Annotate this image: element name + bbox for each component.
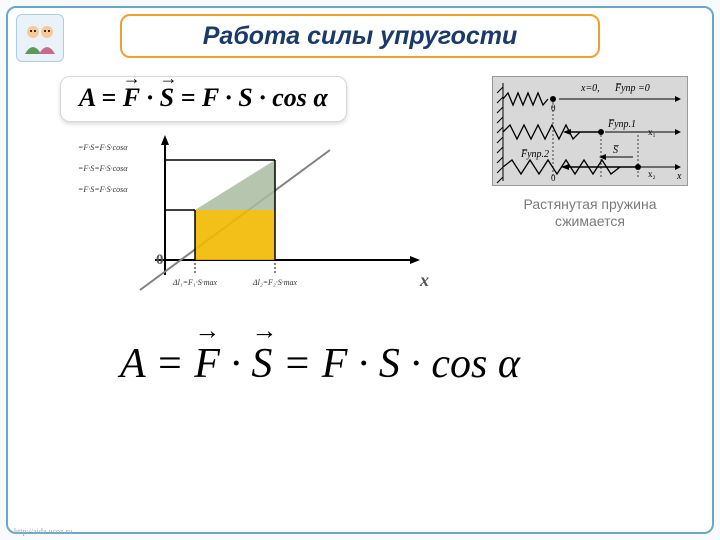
avatar-icon <box>16 14 64 62</box>
svg-text:0: 0 <box>551 103 556 113</box>
svg-text:x=0,: x=0, <box>580 83 600 94</box>
page-title: Работа силы упругости <box>203 22 518 51</box>
svg-text:x₂: x₂ <box>648 169 656 179</box>
y-label-0: =F·S=F·S·cosα <box>78 138 152 159</box>
spring-caption: Растянутая пружина сжимается <box>492 196 688 230</box>
formula-bottom: A = →F · →S = F · S · cos α <box>120 340 520 388</box>
y-label-1: =F·S=F·S·cosα <box>78 159 152 180</box>
x-tick-1: Δl₂=F₂·S·max <box>245 278 305 287</box>
caption-line-1: Растянутая пружина <box>524 196 657 212</box>
svg-text:0: 0 <box>551 173 556 183</box>
formula-top-box: A = →F · →S = F · S · cos α <box>60 76 347 122</box>
y-label-2: =F·S=F·S·cosα <box>78 180 152 201</box>
svg-text:F̅упр.2: F̅упр.2 <box>520 149 549 160</box>
spring-diagram: x=0, F̅упр =0 0 F̅упр.1 x₁ F̅упр.2 S̅ x₂… <box>492 76 688 186</box>
axis-x-label: x <box>420 270 429 291</box>
svg-text:x: x <box>676 171 682 182</box>
y-axis-labels: =F·S=F·S·cosα =F·S=F·S·cosα =F·S=F·S·cos… <box>78 138 152 200</box>
x-tick-0: Δl₁=F₁·S·max <box>165 278 225 287</box>
svg-text:F̅упр.1: F̅упр.1 <box>607 119 636 130</box>
axis-origin-label: 0 <box>156 252 164 269</box>
caption-line-2: сжимается <box>555 213 625 229</box>
svg-text:S̅: S̅ <box>613 145 620 156</box>
svg-text:F̅упр =0: F̅упр =0 <box>614 83 650 94</box>
force-graph: =F·S=F·S·cosα =F·S=F·S·cosα =F·S=F·S·cos… <box>70 130 430 310</box>
title-bar: Работа силы упругости <box>120 14 600 58</box>
footer-url: http://aida.ucoz.ru <box>14 527 72 536</box>
formula-top: A = →F · →S = F · S · cos α <box>79 83 328 112</box>
